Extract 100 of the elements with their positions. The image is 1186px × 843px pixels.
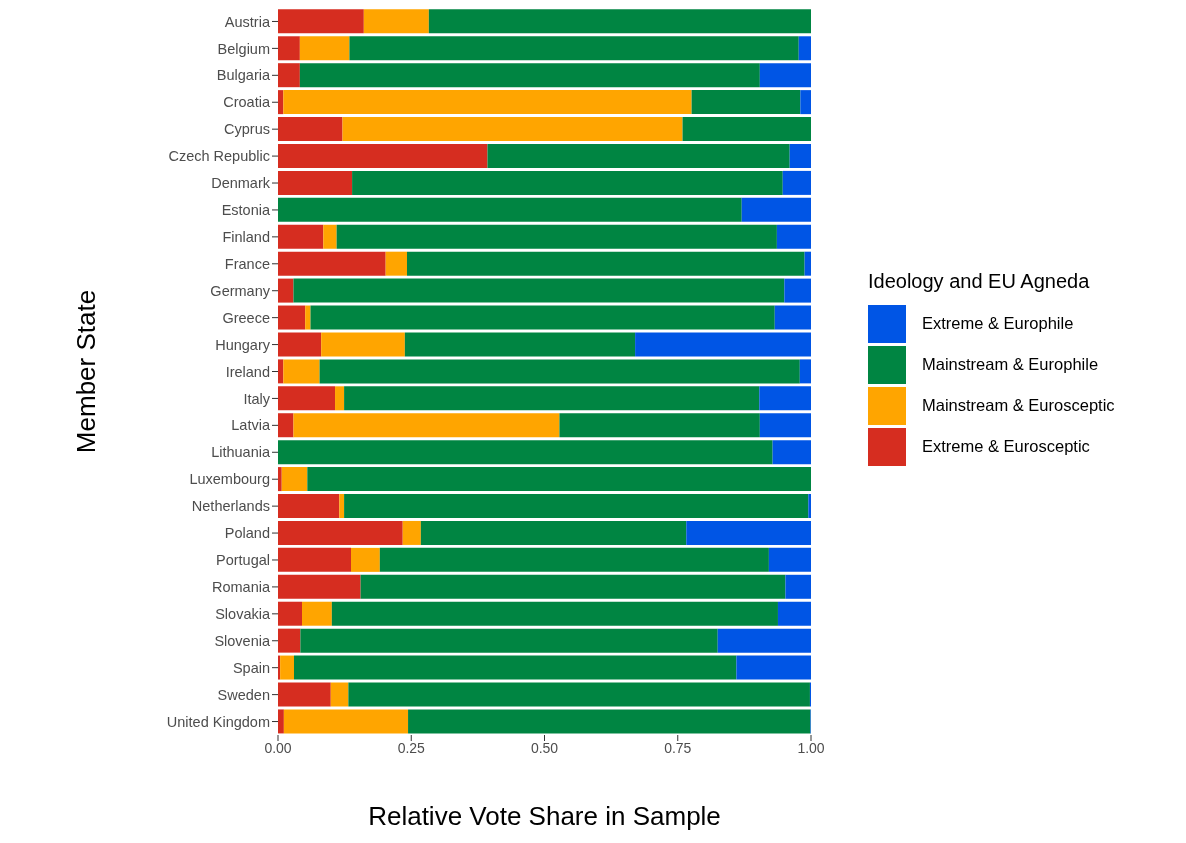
- bar: [808, 494, 811, 519]
- y-tick-label: Slovenia: [214, 632, 271, 649]
- bar: [293, 278, 785, 303]
- bar: [800, 90, 811, 115]
- bar: [402, 520, 421, 545]
- bar: [278, 117, 343, 142]
- bar: [283, 90, 692, 115]
- bar: [321, 332, 405, 357]
- bar: [278, 143, 488, 168]
- bar: [301, 601, 332, 626]
- bar: [278, 170, 353, 195]
- bar: [379, 547, 769, 572]
- bar: [741, 197, 811, 222]
- bar: [759, 413, 811, 438]
- bar: [348, 682, 810, 707]
- bar: [278, 359, 284, 384]
- bar: [768, 547, 811, 572]
- bar: [278, 9, 364, 34]
- bar: [682, 117, 811, 142]
- bar: [283, 359, 320, 384]
- y-tick-label: Portugal: [215, 552, 270, 569]
- bar: [278, 467, 282, 492]
- bar: [352, 170, 783, 195]
- y-tick-label: Netherlands: [191, 498, 270, 515]
- bar: [278, 628, 301, 653]
- bar: [336, 224, 777, 249]
- bar: [344, 494, 809, 519]
- bar: [278, 601, 302, 626]
- bar: [799, 359, 811, 384]
- bar: [280, 655, 294, 680]
- x-tick-label: 0.25: [397, 739, 426, 756]
- bar: [305, 305, 311, 330]
- x-tick-label: 0.75: [664, 739, 692, 756]
- bar: [559, 413, 760, 438]
- legend-label: Extreme & Europhile: [922, 314, 1074, 333]
- bar: [278, 520, 403, 545]
- bar: [349, 36, 799, 61]
- legend-title: Ideology and EU Agneda: [868, 270, 1091, 293]
- y-tick-label: Romania: [211, 579, 271, 596]
- y-tick-label: Sweden: [217, 686, 270, 703]
- bar: [278, 413, 294, 438]
- bar: [330, 682, 349, 707]
- bar: [776, 224, 811, 249]
- bar: [278, 682, 331, 707]
- bar: [278, 63, 300, 88]
- bar: [278, 386, 336, 411]
- bar: [278, 332, 322, 357]
- bar: [278, 574, 361, 599]
- bar: [759, 386, 811, 411]
- bar: [428, 9, 811, 34]
- bar: [784, 278, 811, 303]
- bar: [278, 547, 352, 572]
- bar: [772, 440, 811, 465]
- bar: [686, 520, 811, 545]
- bar: [404, 332, 636, 357]
- y-tick-label: Belgium: [217, 40, 270, 57]
- y-tick-label: Germany: [210, 282, 271, 299]
- bar: [283, 709, 409, 734]
- bar: [351, 547, 380, 572]
- bar: [278, 655, 281, 680]
- bar: [759, 63, 811, 88]
- bar: [717, 628, 811, 653]
- bar: [789, 143, 811, 168]
- bar: [293, 413, 560, 438]
- bar: [281, 467, 308, 492]
- bar: [278, 278, 294, 303]
- bar: [774, 305, 811, 330]
- bar: [278, 224, 324, 249]
- bar: [310, 305, 775, 330]
- bar: [691, 90, 801, 115]
- bar: [278, 251, 386, 276]
- y-tick-label: Hungary: [215, 336, 271, 353]
- bar: [319, 359, 800, 384]
- y-tick-label: Austria: [224, 13, 271, 30]
- y-tick-label: Poland: [224, 525, 270, 542]
- bar: [278, 440, 773, 465]
- bar: [385, 251, 407, 276]
- bar: [408, 709, 811, 734]
- bar: [300, 628, 718, 653]
- bar: [635, 332, 811, 357]
- legend-label: Mainstream & Europhile: [922, 355, 1099, 374]
- y-tick-label: Cyprus: [224, 121, 270, 138]
- y-tick-label: Luxembourg: [189, 471, 270, 488]
- y-tick-label: Czech Republic: [168, 148, 270, 165]
- bar: [278, 494, 340, 519]
- bar: [335, 386, 345, 411]
- bar: [278, 305, 306, 330]
- bar: [342, 117, 683, 142]
- y-tick-label: Slovakia: [215, 605, 271, 622]
- bar: [339, 494, 345, 519]
- bar: [406, 251, 805, 276]
- bar: [299, 36, 350, 61]
- bar: [307, 467, 811, 492]
- bar: [798, 36, 811, 61]
- y-tick-label: Croatia: [223, 94, 271, 111]
- legend-label: Mainstream & Eurosceptic: [922, 396, 1115, 415]
- bar: [782, 170, 811, 195]
- y-tick-label: Spain: [232, 659, 270, 676]
- bar: [363, 9, 429, 34]
- bar: [777, 601, 811, 626]
